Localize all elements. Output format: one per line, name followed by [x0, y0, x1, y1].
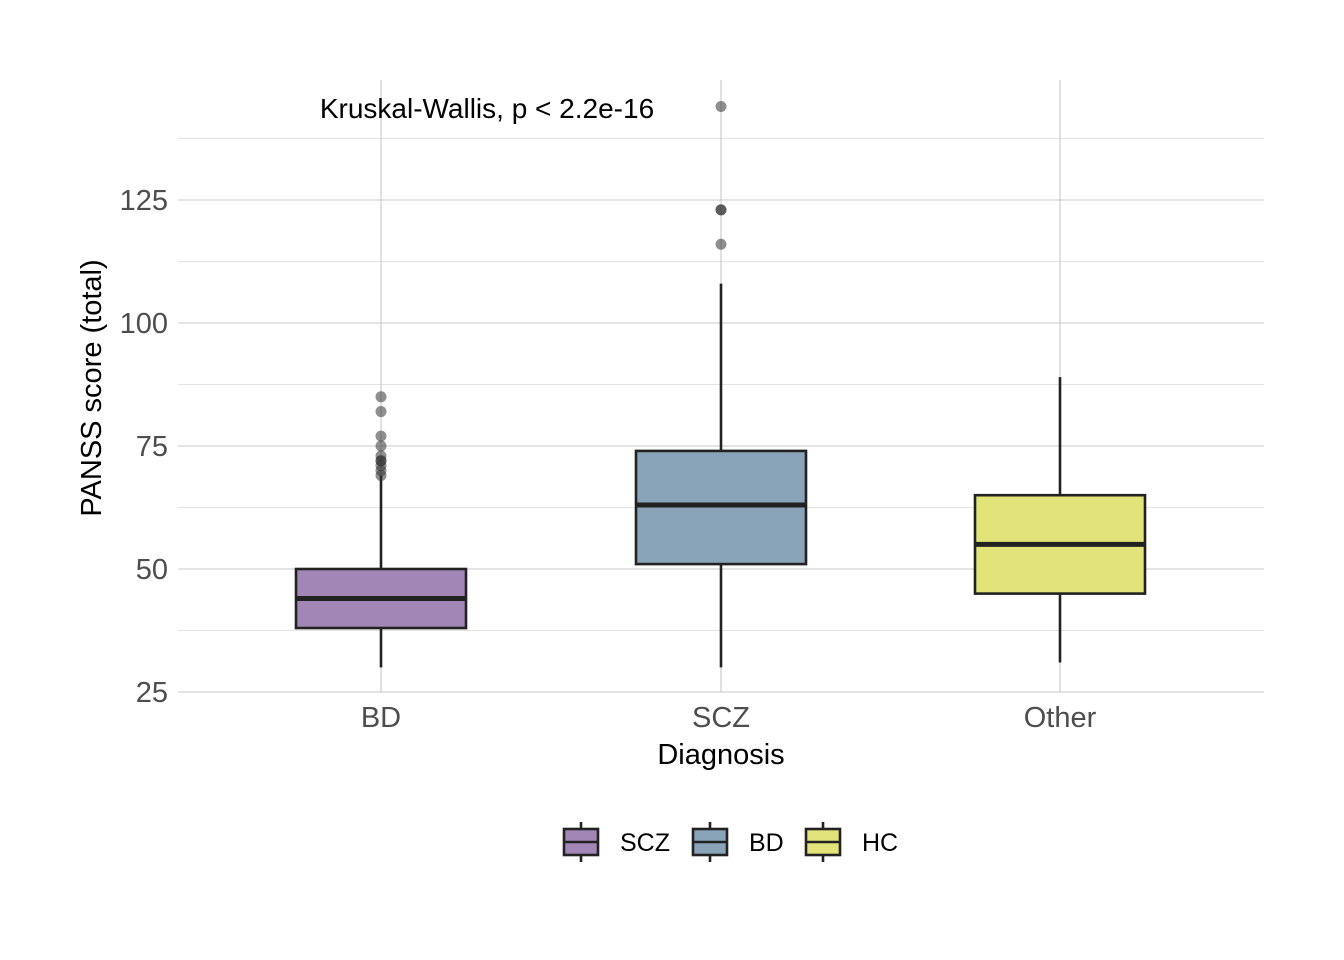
y-tick-labels: 25 50 75 100 125	[120, 185, 168, 709]
x-tick-label: BD	[361, 702, 401, 734]
outliers	[375, 101, 727, 482]
legend: SCZ BD HC	[562, 822, 898, 862]
outlier-point	[375, 391, 387, 403]
outlier-point	[375, 430, 387, 442]
x-axis-title: Diagnosis	[657, 739, 784, 771]
annotation-text: Kruskal-Wallis, p < 2.2e-16	[320, 93, 654, 124]
y-tick-label: 100	[120, 308, 168, 340]
outlier-point	[375, 450, 387, 462]
legend-label: SCZ	[620, 829, 670, 857]
boxes	[294, 283, 1147, 668]
x-tick-labels: BD SCZ Other	[361, 702, 1097, 734]
y-tick-label: 125	[120, 185, 168, 217]
x-tick-label: Other	[1024, 702, 1097, 734]
y-axis-title: PANSS score (total)	[76, 259, 108, 516]
outlier-point	[375, 440, 387, 452]
y-tick-label: 25	[136, 677, 168, 709]
y-tick-label: 75	[136, 431, 168, 463]
outlier-point	[715, 204, 727, 216]
outlier-point	[375, 406, 387, 418]
x-tick-label: SCZ	[692, 702, 750, 734]
outlier-point	[715, 238, 727, 250]
legend-label: HC	[862, 829, 898, 857]
outlier-point	[715, 101, 727, 113]
legend-label: BD	[749, 829, 784, 857]
y-tick-label: 50	[136, 554, 168, 586]
